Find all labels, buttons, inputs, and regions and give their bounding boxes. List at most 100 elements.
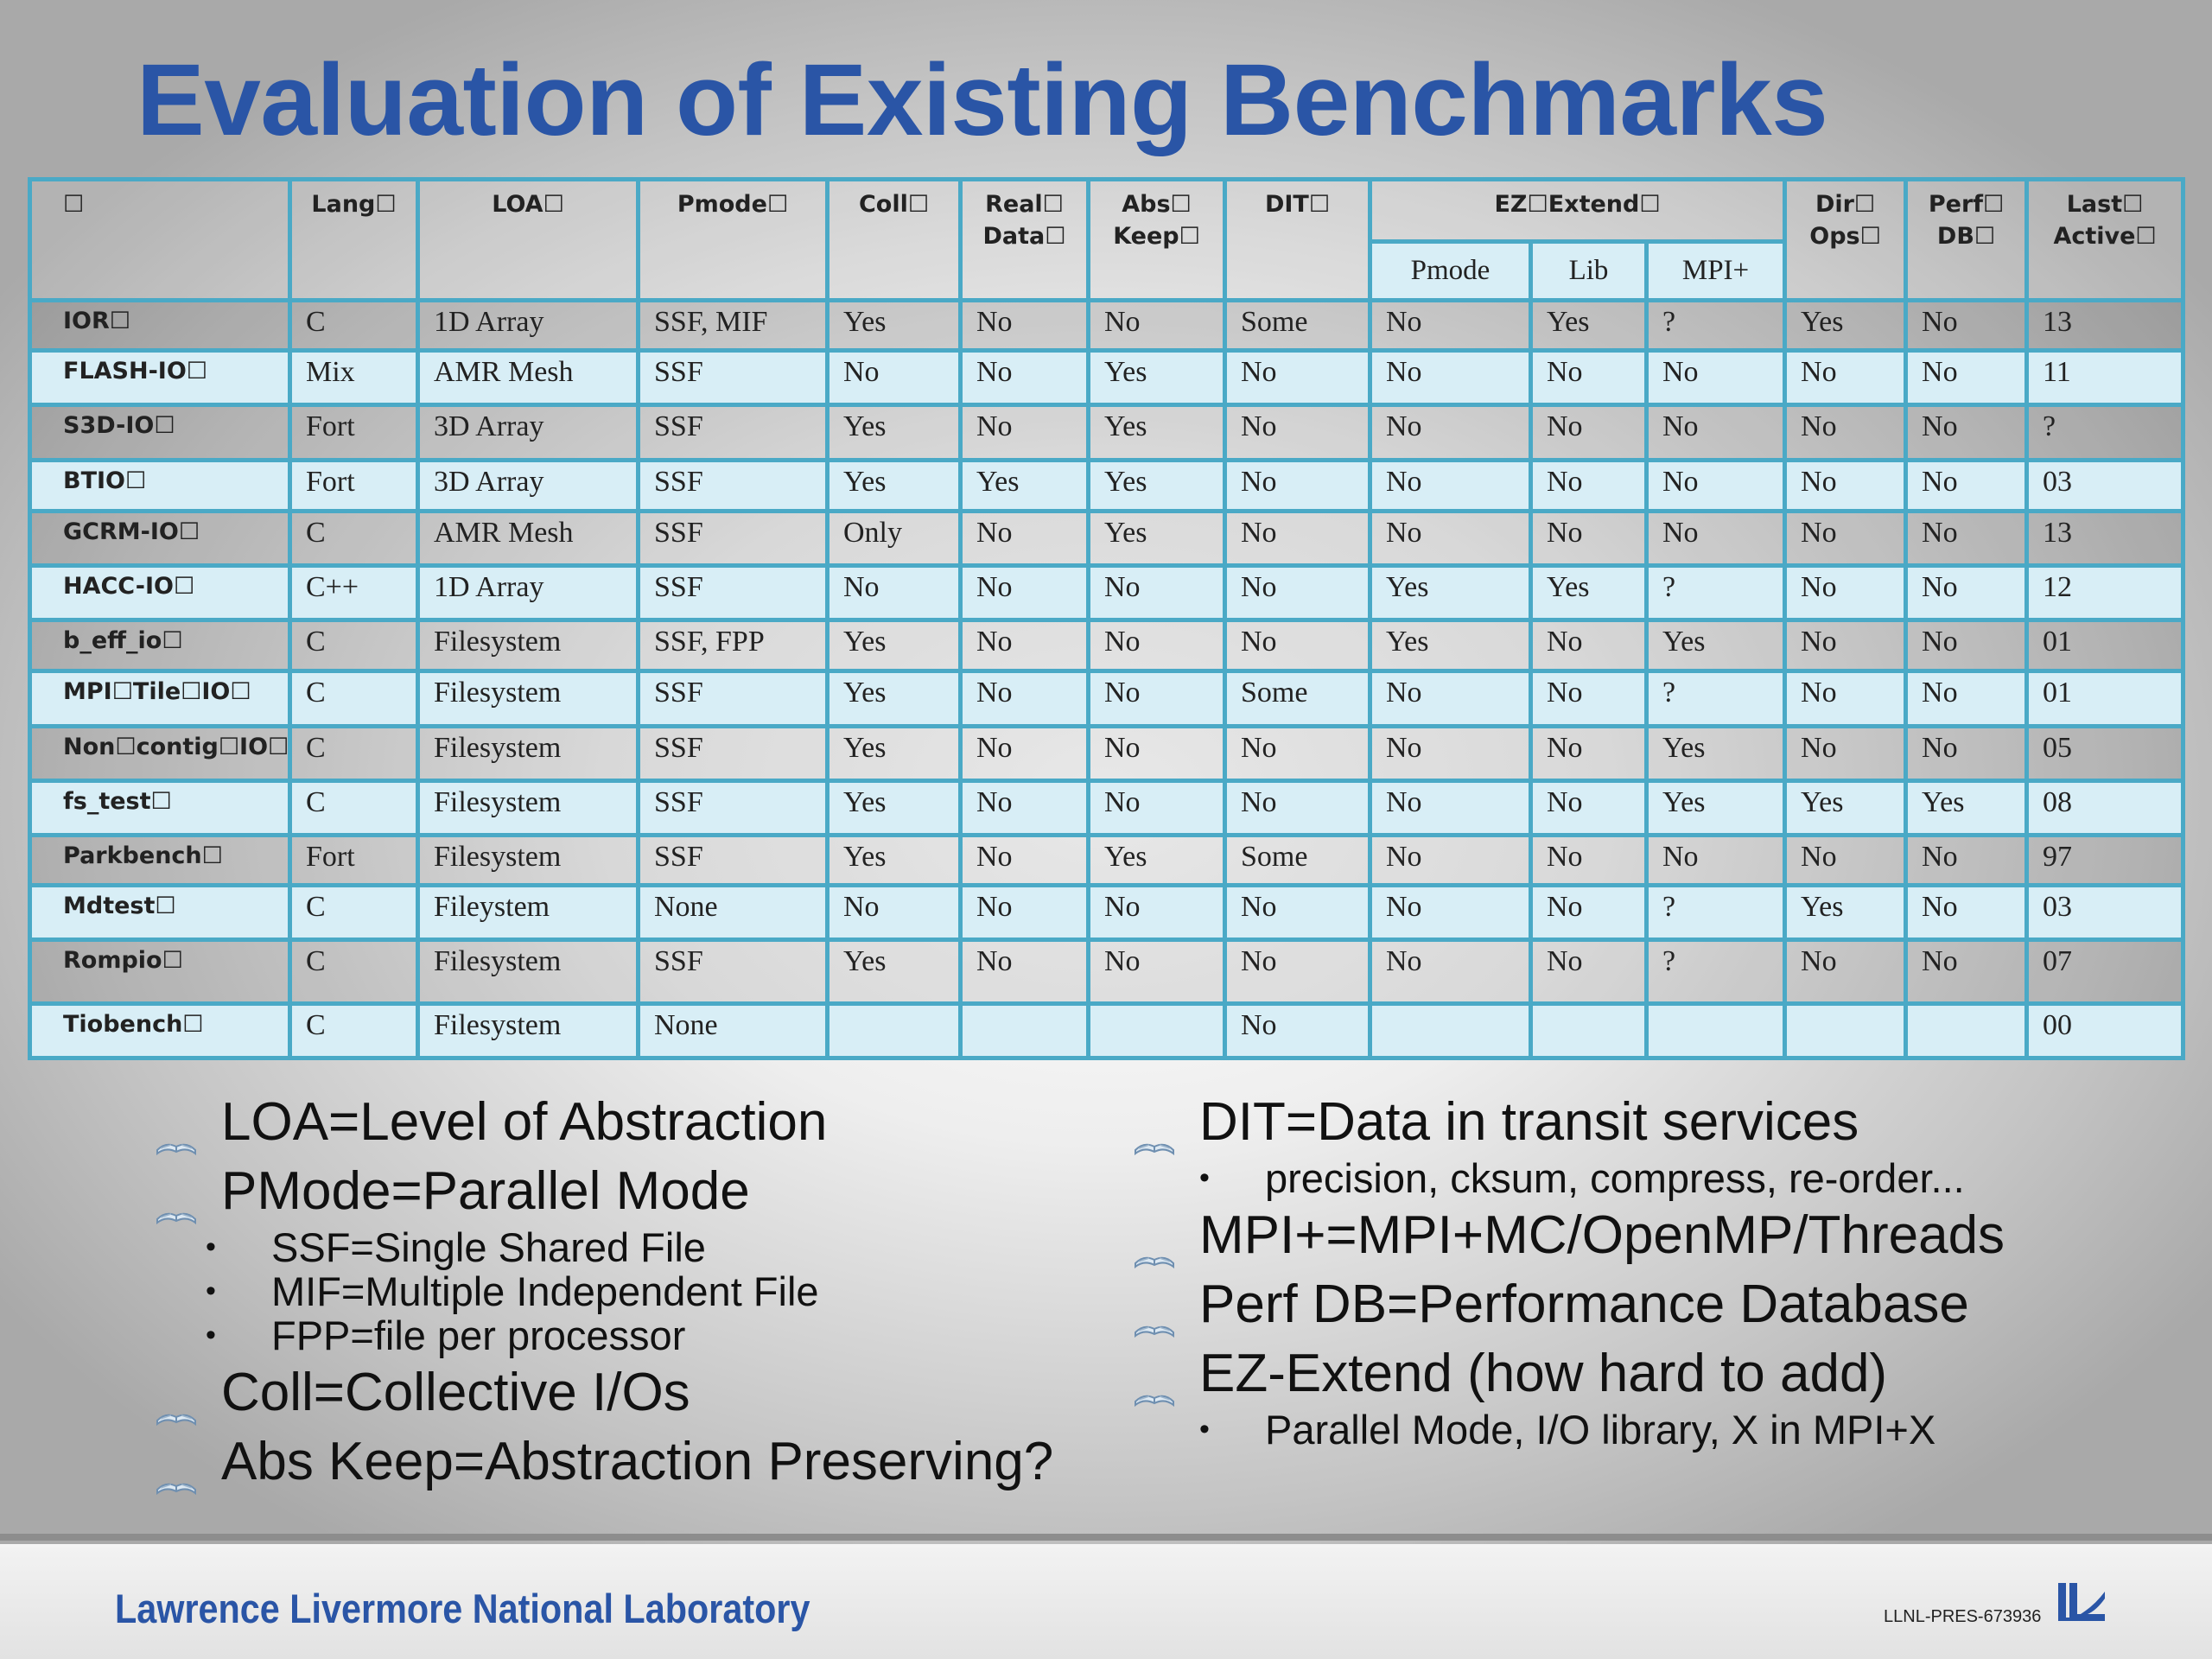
header-dir-ops-line1: Dir☐ xyxy=(1815,191,1876,218)
table-row: GCRM-IO☐ C AMR Mesh SSF Only No Yes No No No No No N… xyxy=(28,508,2186,568)
cell-perf-db: No xyxy=(1904,883,2030,943)
cell-perf-db: Yes xyxy=(1904,778,2030,837)
cell-last-active: 00 xyxy=(2024,1001,2186,1061)
cell-dit: Some xyxy=(1223,832,1372,888)
header-real-data-line2: Data☐ xyxy=(982,223,1066,250)
header-abs-keep: Abs☐ Keep☐ xyxy=(1086,177,1227,302)
cell-pmode: SSF xyxy=(636,938,830,1006)
book-bullet-icon xyxy=(156,1178,197,1225)
benchmark-name: BTIO☐ xyxy=(28,457,292,513)
cell-pmode: SSF xyxy=(636,508,830,568)
table-row: Tiobench☐ C Filesystem None No 00 xyxy=(28,1001,2186,1061)
cell-loa: Fileystem xyxy=(416,883,640,943)
cell-dit: No xyxy=(1223,723,1372,783)
cell-coll: Yes xyxy=(825,938,963,1006)
cell-ez-pmode: No xyxy=(1368,403,1533,462)
cell-lang: C++ xyxy=(288,563,420,623)
cell-ez-mpi: Yes xyxy=(1643,778,1788,837)
table-row: Mdtest☐ C Fileystem None No No No No No No? Yes No 0… xyxy=(28,883,2186,943)
cell-last-active: ? xyxy=(2024,403,2186,462)
benchmark-name: HACC-IO☐ xyxy=(28,563,292,623)
cell-ez-mpi: ? xyxy=(1643,883,1788,943)
cell-dir-ops: No xyxy=(1783,618,1909,674)
legend-subitem: • SSF=Single Shared File xyxy=(156,1224,1053,1270)
cell-pmode: SSF xyxy=(636,348,830,408)
cell-dir-ops: Yes xyxy=(1783,883,1909,943)
table-row: MPI☐Tile☐IO☐ C Filesystem SSF Yes No No Some No N… xyxy=(28,669,2186,728)
benchmark-name: S3D-IO☐ xyxy=(28,403,292,462)
table-row: HACC-IO☐ C++ 1D Array SSF No No No No Yes Yes? No N… xyxy=(28,563,2186,623)
header-ez-mpi: MPI+ xyxy=(1643,239,1788,302)
cell-pmode: SSF, MIF xyxy=(636,297,830,353)
cell-ez-lib: No xyxy=(1529,457,1649,513)
book-bullet-icon xyxy=(156,1379,197,1427)
cell-lang: Fort xyxy=(288,403,420,462)
cell-coll: Yes xyxy=(825,778,963,837)
cell-ez-lib: No xyxy=(1529,403,1649,462)
legend-item: PMode=Parallel Mode xyxy=(156,1156,1053,1225)
cell-coll: No xyxy=(825,348,963,408)
cell-coll: No xyxy=(825,563,963,623)
cell-dir-ops: No xyxy=(1783,403,1909,462)
legend-subitem: • MIF=Multiple Independent File xyxy=(156,1268,1053,1314)
legend-subitem-text: FPP=file per processor xyxy=(271,1313,686,1358)
cell-pmode: None xyxy=(636,883,830,943)
cell-perf-db: No xyxy=(1904,348,2030,408)
legend-item: DIT=Data in transit services xyxy=(1134,1087,2005,1156)
cell-dit: No xyxy=(1223,938,1372,1006)
cell-dit: No xyxy=(1223,883,1372,943)
cell-real-data: No xyxy=(958,778,1090,837)
slide-title: Evaluation of Existing Benchmarks xyxy=(137,43,1828,157)
cell-ez-pmode: No xyxy=(1368,832,1533,888)
cell-last-active: 01 xyxy=(2024,618,2186,674)
lab-name: Lawrence Livermore National Laboratory xyxy=(115,1586,810,1631)
cell-dit: Some xyxy=(1223,669,1372,728)
legend-subitem: • FPP=file per processor xyxy=(156,1313,1053,1358)
cell-pmode: SSF xyxy=(636,403,830,462)
benchmark-name: IOR☐ xyxy=(28,297,292,353)
cell-ez-pmode: No xyxy=(1368,348,1533,408)
cell-lang: C xyxy=(288,778,420,837)
table-row: fs_test☐ C Filesystem SSF Yes No No No No No Yes Ye… xyxy=(28,778,2186,837)
cell-loa: AMR Mesh xyxy=(416,508,640,568)
cell-last-active: 07 xyxy=(2024,938,2186,1006)
legend-item-text: Abs Keep=Abstraction Preserving? xyxy=(221,1431,1054,1491)
cell-abs-keep: No xyxy=(1086,723,1227,783)
table-row: S3D-IO☐ Fort 3D Array SSF Yes No Yes No No No No No… xyxy=(28,403,2186,462)
cell-ez-mpi: No xyxy=(1643,508,1788,568)
cell-real-data: No xyxy=(958,669,1090,728)
header-abs-keep-line1: Abs☐ xyxy=(1122,191,1192,218)
legend-item-text: Perf DB=Performance Database xyxy=(1199,1274,1969,1334)
book-bullet-icon xyxy=(156,1448,197,1496)
cell-lang: C xyxy=(288,508,420,568)
legend-subitem-text: MIF=Multiple Independent File xyxy=(271,1268,819,1314)
cell-dir-ops: Yes xyxy=(1783,297,1909,353)
cell-real-data: No xyxy=(958,883,1090,943)
header-abs-keep-line2: Keep☐ xyxy=(1113,223,1200,250)
cell-coll xyxy=(825,1001,963,1061)
cell-ez-pmode: No xyxy=(1368,297,1533,353)
cell-last-active: 01 xyxy=(2024,669,2186,728)
cell-abs-keep: Yes xyxy=(1086,832,1227,888)
legend-subitem: • precision, cksum, compress, re-order... xyxy=(1134,1155,2005,1201)
benchmark-table: ☐ Lang☐ LOA☐ Pmode☐ Coll☐ Real☐ Data☐ Abs… xyxy=(28,177,2186,1061)
cell-ez-pmode: No xyxy=(1368,669,1533,728)
header-pmode: Pmode☐ xyxy=(636,177,830,302)
cell-ez-lib: No xyxy=(1529,618,1649,674)
cell-pmode: None xyxy=(636,1001,830,1061)
cell-abs-keep: Yes xyxy=(1086,508,1227,568)
legend-subitem: • Parallel Mode, I/O library, X in MPI+X xyxy=(1134,1407,2005,1452)
cell-pmode: SSF xyxy=(636,723,830,783)
legend-item-text: LOA=Level of Abstraction xyxy=(221,1091,828,1152)
bullet-dot: • xyxy=(206,1230,216,1263)
book-bullet-icon xyxy=(1134,1109,1175,1156)
cell-loa: Filesystem xyxy=(416,832,640,888)
cell-perf-db xyxy=(1904,1001,2030,1061)
cell-pmode: SSF xyxy=(636,669,830,728)
cell-lang: C xyxy=(288,883,420,943)
book-bullet-icon xyxy=(1134,1360,1175,1408)
book-bullet-icon xyxy=(1134,1222,1175,1269)
cell-last-active: 05 xyxy=(2024,723,2186,783)
cell-coll: Only xyxy=(825,508,963,568)
legend-item: Abs Keep=Abstraction Preserving? xyxy=(156,1427,1053,1496)
